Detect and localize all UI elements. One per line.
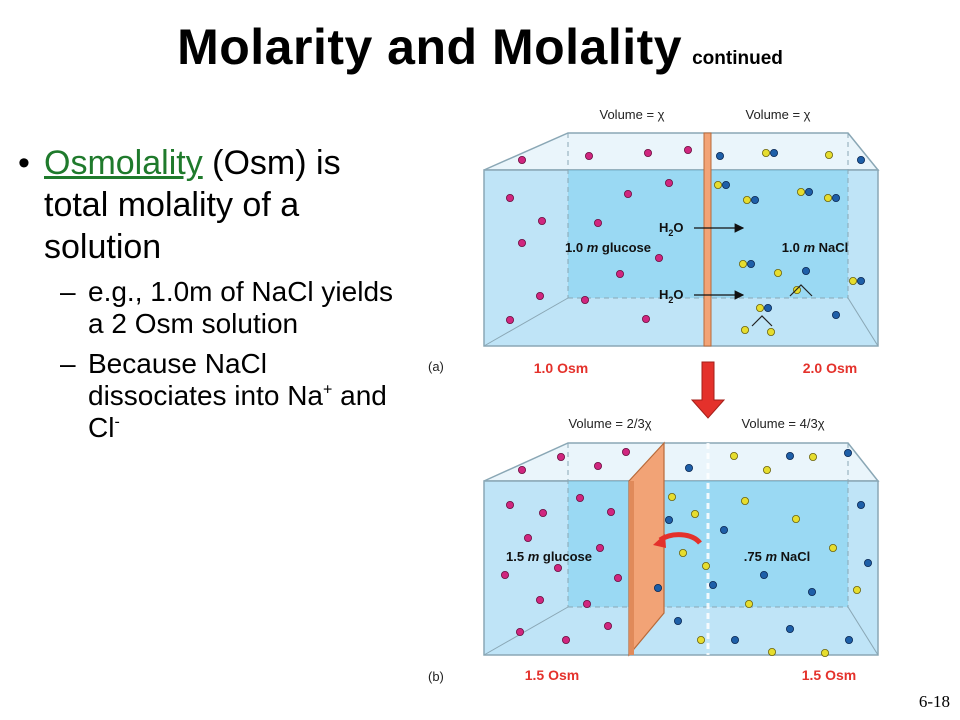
panel-a-left-conc: 1.0 m glucose <box>565 240 651 255</box>
sub-bullet-reason-text: Because NaCl dissociates into Na <box>88 348 324 411</box>
panel-b-volume-left: Volume = 2/3χ <box>568 416 651 431</box>
title-suffix: continued <box>692 48 783 69</box>
panel-b-label: (b) <box>428 669 444 684</box>
bullet-dot: • <box>18 144 30 182</box>
panel-a-h2o-top: H2O <box>659 220 684 238</box>
panel-a-volume-right: Volume = χ <box>746 107 811 122</box>
osmosis-figure: Volume = χ Volume = χ <box>428 107 880 684</box>
panel-b-right-conc: .75 m NaCl <box>744 549 811 564</box>
bullet-osmolality: • Osmolality (Osm) is total molality of a… <box>18 142 398 268</box>
sub-bullet-example-text: e.g., 1.0m of NaCl yields a 2 Osm soluti… <box>88 276 394 339</box>
chloride-charge: - <box>114 413 120 431</box>
panel-a-chloride <box>714 148 858 336</box>
panel-a-left-osm: 1.0 Osm <box>534 360 588 376</box>
sub-bullet-dash: – <box>60 276 76 307</box>
bullet-list: • Osmolality (Osm) is total molality of a… <box>18 142 398 444</box>
panel-b-glucose <box>500 447 631 645</box>
panel-a-sodium <box>716 148 866 319</box>
panel-b-volume-right: Volume = 4/3χ <box>741 416 824 431</box>
bullet-main-text: (Osm) is total molality of a solution <box>44 144 341 266</box>
osmolality-link[interactable]: Osmolality <box>44 144 203 182</box>
title-main: Molarity and Molality <box>177 19 683 75</box>
transition-arrow <box>690 361 726 419</box>
sub-bullet-reason-mid: and Cl <box>88 380 387 443</box>
panel-a-right-conc: 1.0 m NaCl <box>782 240 849 255</box>
sodium-charge: + <box>323 381 333 399</box>
panel-b-right-osm: 1.5 Osm <box>802 667 856 683</box>
panel-a-top-face <box>483 132 880 171</box>
sub-bullet-dash: – <box>60 348 76 379</box>
panel-a-volume-left: Volume = χ <box>600 107 665 122</box>
slide-title: Molarity and Molality continued <box>0 18 960 76</box>
panel-a-membrane <box>703 132 712 347</box>
sub-bullet-reason: – Because NaCl dissociates into Na+ and C… <box>18 348 398 444</box>
panel-b-sodium <box>654 448 873 645</box>
panel-a-glucose <box>505 145 693 324</box>
sub-bullet-example: – e.g., 1.0m of NaCl yields a 2 Osm solut… <box>18 276 398 340</box>
panel-b-left-conc: 1.5 m glucose <box>506 549 592 564</box>
panel-b-chloride <box>668 451 862 658</box>
panel-b-top-face <box>483 442 880 482</box>
panel-b: Volume = 2/3χ Volume = 4/3χ <box>428 416 880 684</box>
panel-b-left-osm: 1.5 Osm <box>525 667 579 683</box>
panel-a-label: (a) <box>428 359 444 374</box>
slide-number: 6-18 <box>918 692 950 711</box>
panel-a: Volume = χ Volume = χ <box>428 107 880 376</box>
panel-a-h2o-bottom: H2O <box>659 287 684 305</box>
panel-a-right-osm: 2.0 Osm <box>803 360 857 376</box>
